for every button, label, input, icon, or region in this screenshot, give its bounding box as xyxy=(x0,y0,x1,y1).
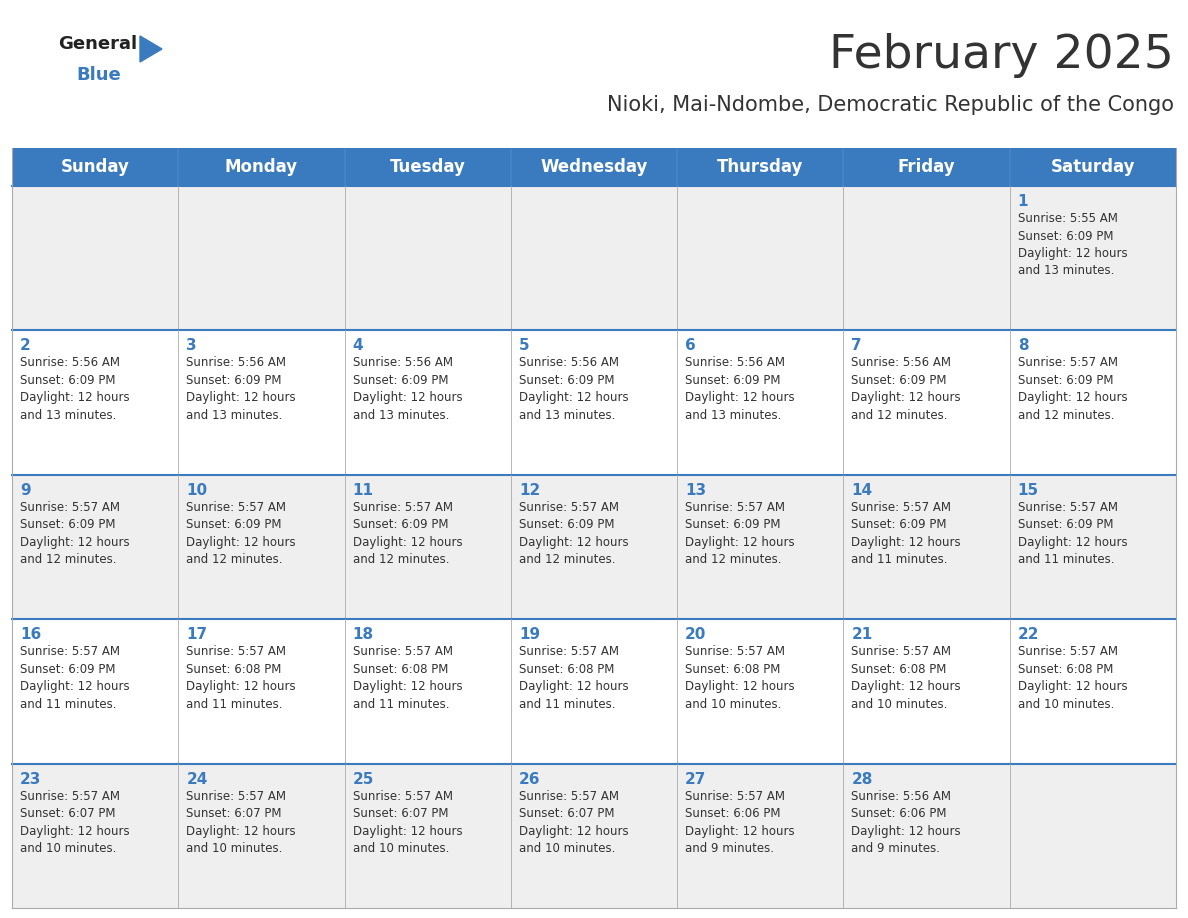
Text: 26: 26 xyxy=(519,772,541,787)
Text: Sunrise: 5:56 AM
Sunset: 6:06 PM
Daylight: 12 hours
and 9 minutes.: Sunrise: 5:56 AM Sunset: 6:06 PM Dayligh… xyxy=(852,789,961,855)
Text: Wednesday: Wednesday xyxy=(541,158,647,176)
FancyBboxPatch shape xyxy=(12,475,1176,620)
Text: 6: 6 xyxy=(685,339,696,353)
Text: 15: 15 xyxy=(1018,483,1038,498)
Text: Nioki, Mai-Ndombe, Democratic Republic of the Congo: Nioki, Mai-Ndombe, Democratic Republic o… xyxy=(607,95,1174,115)
Text: Sunrise: 5:57 AM
Sunset: 6:07 PM
Daylight: 12 hours
and 10 minutes.: Sunrise: 5:57 AM Sunset: 6:07 PM Dayligh… xyxy=(187,789,296,855)
Text: 1: 1 xyxy=(1018,194,1029,209)
Text: 14: 14 xyxy=(852,483,872,498)
Text: Sunrise: 5:57 AM
Sunset: 6:09 PM
Daylight: 12 hours
and 11 minutes.: Sunrise: 5:57 AM Sunset: 6:09 PM Dayligh… xyxy=(20,645,129,711)
Text: 21: 21 xyxy=(852,627,873,643)
Text: 8: 8 xyxy=(1018,339,1029,353)
Text: 22: 22 xyxy=(1018,627,1040,643)
Text: 10: 10 xyxy=(187,483,208,498)
FancyBboxPatch shape xyxy=(12,186,1176,330)
Text: Sunrise: 5:57 AM
Sunset: 6:09 PM
Daylight: 12 hours
and 12 minutes.: Sunrise: 5:57 AM Sunset: 6:09 PM Dayligh… xyxy=(187,501,296,566)
Text: 24: 24 xyxy=(187,772,208,787)
Text: 7: 7 xyxy=(852,339,862,353)
Text: 18: 18 xyxy=(353,627,374,643)
Text: Sunrise: 5:57 AM
Sunset: 6:09 PM
Daylight: 12 hours
and 11 minutes.: Sunrise: 5:57 AM Sunset: 6:09 PM Dayligh… xyxy=(1018,501,1127,566)
Text: Sunrise: 5:57 AM
Sunset: 6:08 PM
Daylight: 12 hours
and 10 minutes.: Sunrise: 5:57 AM Sunset: 6:08 PM Dayligh… xyxy=(852,645,961,711)
Text: 17: 17 xyxy=(187,627,208,643)
Text: 4: 4 xyxy=(353,339,364,353)
Text: Sunrise: 5:57 AM
Sunset: 6:06 PM
Daylight: 12 hours
and 9 minutes.: Sunrise: 5:57 AM Sunset: 6:06 PM Dayligh… xyxy=(685,789,795,855)
Text: Sunrise: 5:57 AM
Sunset: 6:08 PM
Daylight: 12 hours
and 11 minutes.: Sunrise: 5:57 AM Sunset: 6:08 PM Dayligh… xyxy=(353,645,462,711)
Text: Tuesday: Tuesday xyxy=(390,158,466,176)
Text: 9: 9 xyxy=(20,483,31,498)
Polygon shape xyxy=(140,36,162,62)
Text: Sunrise: 5:57 AM
Sunset: 6:09 PM
Daylight: 12 hours
and 12 minutes.: Sunrise: 5:57 AM Sunset: 6:09 PM Dayligh… xyxy=(1018,356,1127,422)
Text: 28: 28 xyxy=(852,772,873,787)
FancyBboxPatch shape xyxy=(12,620,1176,764)
Text: 16: 16 xyxy=(20,627,42,643)
Text: 11: 11 xyxy=(353,483,373,498)
Text: Sunrise: 5:57 AM
Sunset: 6:07 PM
Daylight: 12 hours
and 10 minutes.: Sunrise: 5:57 AM Sunset: 6:07 PM Dayligh… xyxy=(353,789,462,855)
Text: Sunrise: 5:57 AM
Sunset: 6:09 PM
Daylight: 12 hours
and 12 minutes.: Sunrise: 5:57 AM Sunset: 6:09 PM Dayligh… xyxy=(685,501,795,566)
Text: Sunrise: 5:55 AM
Sunset: 6:09 PM
Daylight: 12 hours
and 13 minutes.: Sunrise: 5:55 AM Sunset: 6:09 PM Dayligh… xyxy=(1018,212,1127,277)
Text: Sunrise: 5:57 AM
Sunset: 6:08 PM
Daylight: 12 hours
and 11 minutes.: Sunrise: 5:57 AM Sunset: 6:08 PM Dayligh… xyxy=(187,645,296,711)
Text: Sunrise: 5:57 AM
Sunset: 6:08 PM
Daylight: 12 hours
and 10 minutes.: Sunrise: 5:57 AM Sunset: 6:08 PM Dayligh… xyxy=(1018,645,1127,711)
Text: Sunday: Sunday xyxy=(61,158,129,176)
Text: Sunrise: 5:56 AM
Sunset: 6:09 PM
Daylight: 12 hours
and 13 minutes.: Sunrise: 5:56 AM Sunset: 6:09 PM Dayligh… xyxy=(685,356,795,422)
Text: Sunrise: 5:57 AM
Sunset: 6:09 PM
Daylight: 12 hours
and 12 minutes.: Sunrise: 5:57 AM Sunset: 6:09 PM Dayligh… xyxy=(20,501,129,566)
Text: General: General xyxy=(58,35,137,53)
Text: Sunrise: 5:56 AM
Sunset: 6:09 PM
Daylight: 12 hours
and 13 minutes.: Sunrise: 5:56 AM Sunset: 6:09 PM Dayligh… xyxy=(519,356,628,422)
Text: Sunrise: 5:57 AM
Sunset: 6:09 PM
Daylight: 12 hours
and 12 minutes.: Sunrise: 5:57 AM Sunset: 6:09 PM Dayligh… xyxy=(519,501,628,566)
Text: Sunrise: 5:56 AM
Sunset: 6:09 PM
Daylight: 12 hours
and 13 minutes.: Sunrise: 5:56 AM Sunset: 6:09 PM Dayligh… xyxy=(187,356,296,422)
Text: 13: 13 xyxy=(685,483,707,498)
Text: Thursday: Thursday xyxy=(718,158,803,176)
Text: Sunrise: 5:56 AM
Sunset: 6:09 PM
Daylight: 12 hours
and 12 minutes.: Sunrise: 5:56 AM Sunset: 6:09 PM Dayligh… xyxy=(852,356,961,422)
Text: Sunrise: 5:57 AM
Sunset: 6:08 PM
Daylight: 12 hours
and 11 minutes.: Sunrise: 5:57 AM Sunset: 6:08 PM Dayligh… xyxy=(519,645,628,711)
FancyBboxPatch shape xyxy=(12,148,1176,186)
FancyBboxPatch shape xyxy=(12,330,1176,475)
Text: 25: 25 xyxy=(353,772,374,787)
Text: Friday: Friday xyxy=(898,158,955,176)
Text: 5: 5 xyxy=(519,339,530,353)
Text: Sunrise: 5:57 AM
Sunset: 6:09 PM
Daylight: 12 hours
and 12 minutes.: Sunrise: 5:57 AM Sunset: 6:09 PM Dayligh… xyxy=(353,501,462,566)
Text: February 2025: February 2025 xyxy=(829,33,1174,78)
Text: 3: 3 xyxy=(187,339,197,353)
Text: Blue: Blue xyxy=(76,66,121,84)
Text: Sunrise: 5:57 AM
Sunset: 6:09 PM
Daylight: 12 hours
and 11 minutes.: Sunrise: 5:57 AM Sunset: 6:09 PM Dayligh… xyxy=(852,501,961,566)
Text: 12: 12 xyxy=(519,483,541,498)
Text: 20: 20 xyxy=(685,627,707,643)
FancyBboxPatch shape xyxy=(12,764,1176,908)
Text: 2: 2 xyxy=(20,339,31,353)
Text: 23: 23 xyxy=(20,772,42,787)
Text: Saturday: Saturday xyxy=(1050,158,1135,176)
Text: Sunrise: 5:56 AM
Sunset: 6:09 PM
Daylight: 12 hours
and 13 minutes.: Sunrise: 5:56 AM Sunset: 6:09 PM Dayligh… xyxy=(353,356,462,422)
Text: Sunrise: 5:57 AM
Sunset: 6:07 PM
Daylight: 12 hours
and 10 minutes.: Sunrise: 5:57 AM Sunset: 6:07 PM Dayligh… xyxy=(519,789,628,855)
Text: 19: 19 xyxy=(519,627,541,643)
Text: Sunrise: 5:57 AM
Sunset: 6:08 PM
Daylight: 12 hours
and 10 minutes.: Sunrise: 5:57 AM Sunset: 6:08 PM Dayligh… xyxy=(685,645,795,711)
Text: Sunrise: 5:56 AM
Sunset: 6:09 PM
Daylight: 12 hours
and 13 minutes.: Sunrise: 5:56 AM Sunset: 6:09 PM Dayligh… xyxy=(20,356,129,422)
Text: Sunrise: 5:57 AM
Sunset: 6:07 PM
Daylight: 12 hours
and 10 minutes.: Sunrise: 5:57 AM Sunset: 6:07 PM Dayligh… xyxy=(20,789,129,855)
Text: 27: 27 xyxy=(685,772,707,787)
Text: Monday: Monday xyxy=(225,158,298,176)
